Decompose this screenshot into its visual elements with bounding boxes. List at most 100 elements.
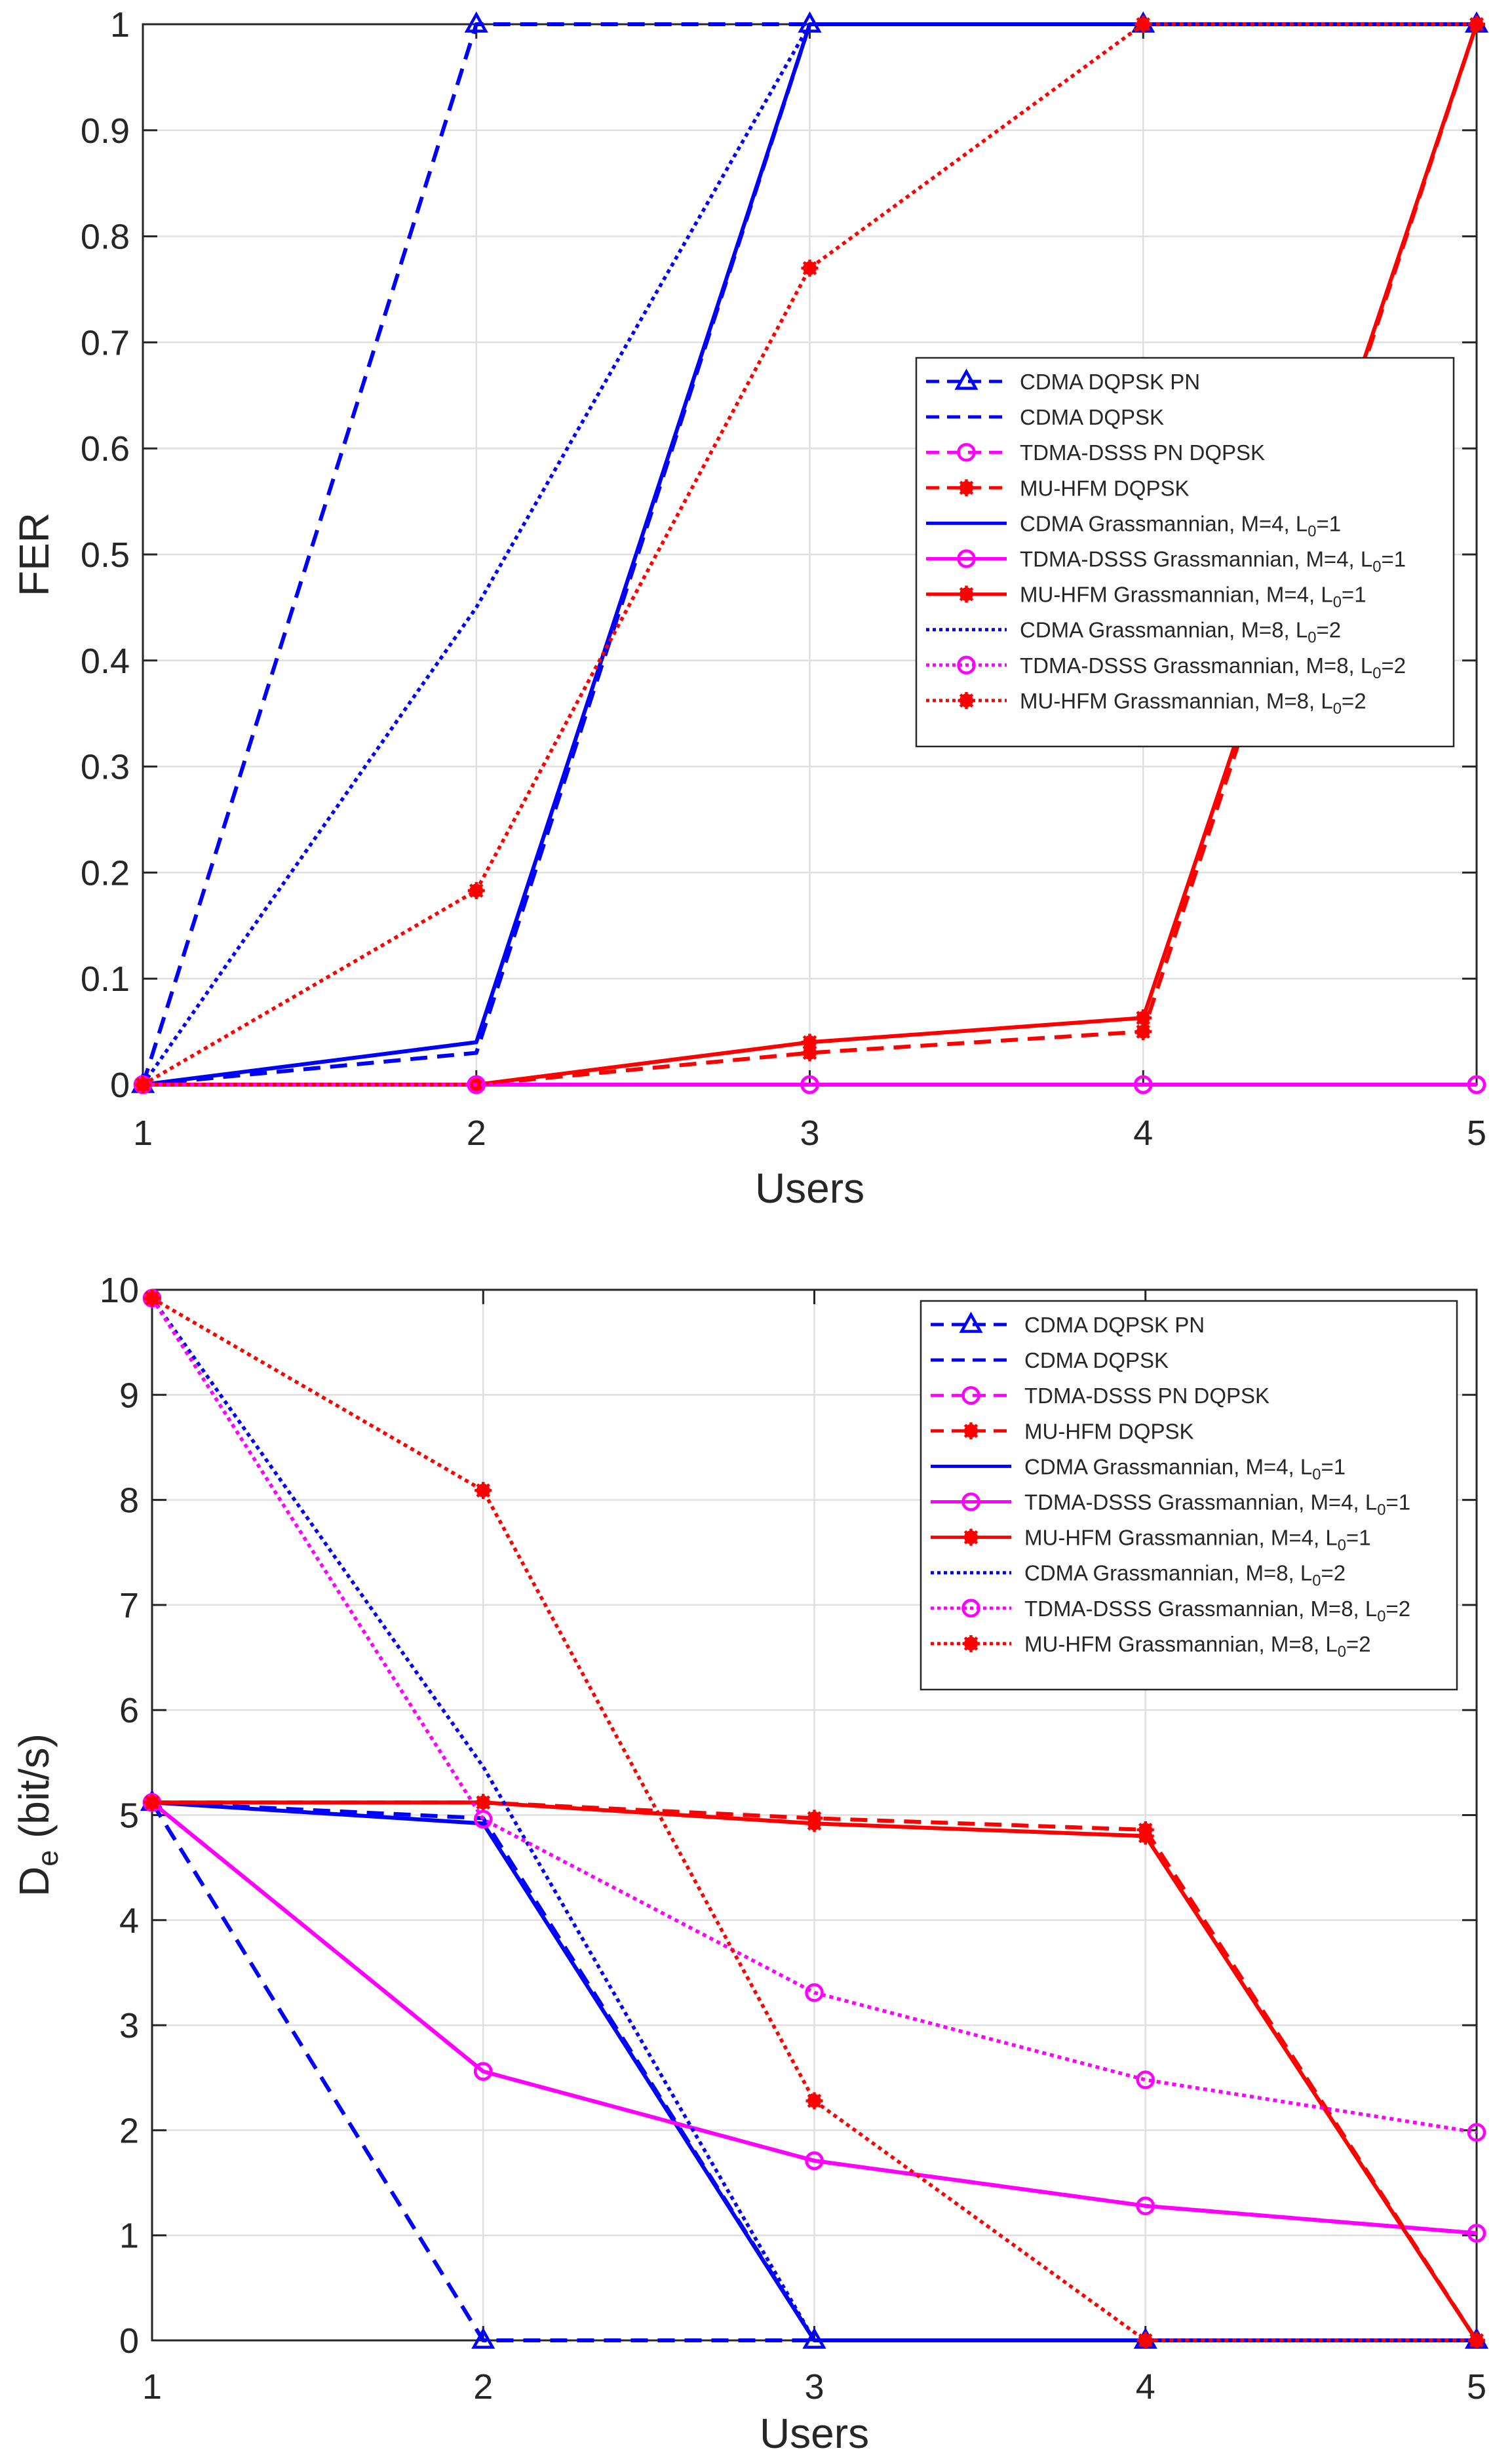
triangle-marker (464, 11, 488, 33)
y-tick-label: 1 (119, 2217, 139, 2256)
series-markers-10 (144, 1289, 1485, 2349)
x-tick-label: 4 (1136, 2367, 1155, 2407)
legend-entry: TDMA-DSSS Grassmannian, M=4, L0=1 (931, 1490, 1410, 1519)
circle-marker (805, 1983, 824, 2002)
star-marker (962, 1528, 980, 1546)
star-marker (958, 479, 975, 497)
circle-marker (805, 2151, 824, 2171)
star-marker (1134, 16, 1152, 33)
legend-entry: CDMA DQPSK PN (926, 368, 1200, 394)
series-group (140, 1288, 1489, 2349)
legend: CDMA DQPSK PN CDMA DQPSK TDMA-DSSS PN DQPS… (915, 357, 1455, 748)
star-marker (144, 1289, 161, 1307)
legend-label-tail: =2 (1316, 618, 1341, 642)
circle-marker (1136, 2070, 1155, 2089)
legend-label-main: TDMA-DSSS Grassmannian, M=4, L (1024, 1490, 1377, 1515)
y-axis-label-subscript: e (31, 1850, 64, 1867)
star-marker (962, 1422, 980, 1440)
legend-label: CDMA DQPSK PN (1024, 1313, 1205, 1337)
y-axis-label-main: D (10, 1867, 58, 1897)
legend-label-main: TDMA-DSSS PN DQPSK (1024, 1384, 1270, 1408)
legend-label-subscript: 0 (1338, 1643, 1346, 1661)
legend-entry: CDMA DQPSK (926, 405, 1164, 429)
star-marker (1468, 16, 1485, 33)
legend-label: TDMA-DSSS PN DQPSK (1020, 440, 1265, 465)
legend-entry: CDMA Grassmannian, M=8, L0=2 (931, 1561, 1346, 1590)
legend-label-tail: =2 (1386, 1597, 1410, 1621)
y-tick-label: 0 (110, 1066, 130, 1105)
star-marker (134, 1076, 151, 1093)
star-marker (958, 585, 975, 603)
legend-label-tail: =1 (1381, 547, 1406, 571)
star-marker-ray (802, 1045, 817, 1060)
legend-label: CDMA Grassmannian, M=4, L0=1 (1020, 511, 1341, 540)
legend-label: CDMA Grassmannian, M=4, L0=1 (1024, 1454, 1346, 1483)
legend-entry: TDMA-DSSS Grassmannian, M=8, L0=2 (931, 1597, 1410, 1625)
legend-label: MU-HFM Grassmannian, M=8, L0=2 (1020, 689, 1367, 718)
legend-entry: TDMA-DSSS PN DQPSK (926, 440, 1265, 465)
x-tick-label: 1 (142, 2367, 162, 2407)
legend-entry: MU-HFM DQPSK (931, 1419, 1194, 1443)
star-marker (1136, 1827, 1154, 1845)
star-marker (144, 1794, 161, 1811)
legend-label-main: CDMA Grassmannian, M=8, L (1024, 1561, 1312, 1585)
legend-box (920, 1300, 1458, 1691)
legend-label-main: CDMA DQPSK (1024, 1348, 1169, 1372)
legend-label-main: MU-HFM Grassmannian, M=4, L (1024, 1526, 1338, 1550)
star-marker-ray (476, 1795, 491, 1810)
star-marker-ray (1136, 1024, 1151, 1039)
star-marker-ray (963, 1636, 979, 1651)
star-marker (1134, 1009, 1152, 1027)
legend-entry: TDMA-DSSS Grassmannian, M=8, L0=2 (926, 653, 1406, 682)
legend-entry: CDMA Grassmannian, M=8, L0=2 (926, 618, 1341, 647)
legend-label-main: CDMA Grassmannian, M=4, L (1024, 1454, 1312, 1479)
legend-label-main: MU-HFM DQPSK (1020, 476, 1190, 500)
y-tick-label: 8 (119, 1481, 139, 1520)
legend-label: TDMA-DSSS PN DQPSK (1024, 1384, 1270, 1408)
legend: CDMA DQPSK PN CDMA DQPSK TDMA-DSSS PN DQPS… (920, 1300, 1458, 1691)
star-marker-ray (1136, 1011, 1151, 1025)
star-marker (1136, 2332, 1154, 2349)
legend-label-tail: =1 (1386, 1490, 1410, 1515)
star-marker (1468, 2332, 1485, 2349)
legend-label-tail: =2 (1321, 1561, 1346, 1585)
y-tick-label: 6 (119, 1691, 139, 1730)
legend-entry: MU-HFM DQPSK (926, 476, 1190, 500)
star-marker-ray (469, 883, 484, 898)
legend-entry: CDMA Grassmannian, M=4, L0=1 (931, 1454, 1346, 1483)
star-marker-ray (959, 587, 974, 602)
y-tick-label: 0.1 (81, 959, 130, 999)
y-tick-label: 2 (119, 2111, 139, 2150)
legend-entry: CDMA Grassmannian, M=4, L0=1 (926, 511, 1341, 540)
circle-marker (474, 2062, 493, 2081)
legend-label-main: CDMA Grassmannian, M=8, L (1020, 618, 1308, 642)
legend-label-tail: =2 (1381, 653, 1406, 678)
star-marker-ray (959, 480, 974, 495)
y-tick-label: 0.9 (81, 111, 130, 151)
circle-marker (957, 655, 976, 675)
star-marker (475, 1482, 492, 1500)
star-marker-ray (802, 261, 817, 275)
legend-label: TDMA-DSSS Grassmannian, M=4, L0=1 (1020, 547, 1406, 576)
legend-label-main: CDMA DQPSK PN (1024, 1313, 1205, 1337)
legend-entry: CDMA DQPSK (931, 1348, 1169, 1372)
legend-label: MU-HFM Grassmannian, M=4, L0=1 (1020, 583, 1367, 611)
legend-label-main: MU-HFM Grassmannian, M=4, L (1020, 583, 1333, 607)
y-tick-label: 0.8 (81, 218, 130, 257)
legend-label-main: TDMA-DSSS Grassmannian, M=4, L (1020, 547, 1372, 571)
triangle-marker (959, 1311, 983, 1333)
legend-entry: CDMA DQPSK PN (931, 1311, 1205, 1337)
legend-label: CDMA Grassmannian, M=8, L0=2 (1020, 618, 1341, 647)
star-marker-ray (476, 1483, 491, 1498)
chart-1: 1 2 3 4 5 0 0.1 0.2 0.3 0.4 0.5 0.6 0.7 0.8 0.9 1 Users F… (10, 5, 1489, 1212)
legend-label-subscript: 0 (1308, 629, 1316, 647)
legend-entry: MU-HFM Grassmannian, M=4, L0=1 (931, 1526, 1371, 1555)
y-tick-label: 3 (119, 2006, 139, 2045)
legend-label-main: CDMA Grassmannian, M=4, L (1020, 511, 1308, 535)
y-tick-label: 10 (100, 1271, 139, 1310)
legend-label-main: TDMA-DSSS PN DQPSK (1020, 440, 1265, 465)
legend-label-main: MU-HFM DQPSK (1024, 1419, 1194, 1443)
y-tick-label: 0.7 (81, 323, 130, 362)
